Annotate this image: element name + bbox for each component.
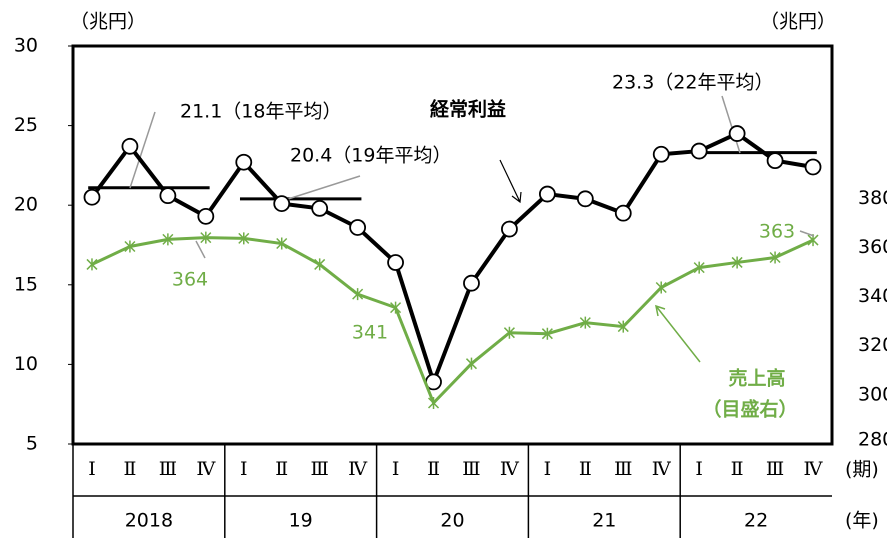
y2-tick-label: 360 — [858, 236, 887, 258]
point — [235, 153, 253, 171]
year-label: 22 — [744, 510, 768, 532]
leader-line — [721, 95, 741, 154]
point — [352, 288, 364, 301]
x-tick-label: Ⅰ — [544, 458, 552, 480]
point — [427, 396, 440, 409]
y-tick-label: 20 — [14, 194, 38, 216]
y-tick-label: 5 — [26, 433, 38, 455]
arrow — [499, 159, 522, 204]
point — [541, 327, 553, 340]
point — [349, 219, 367, 236]
series-name: 売上高 — [728, 367, 785, 390]
x-tick-label: Ⅰ — [88, 458, 96, 480]
average-label: 20.4（19年平均） — [290, 145, 451, 167]
year-label: 21 — [592, 510, 616, 532]
series-line — [91, 236, 814, 406]
x-tick-label: Ⅳ — [196, 458, 216, 480]
average-label: 23.3（22年平均） — [612, 72, 773, 94]
value-label: 363 — [759, 221, 795, 243]
y2-tick-label: 320 — [858, 334, 887, 356]
x-tick-label: Ⅱ — [579, 458, 592, 480]
leader-line — [799, 230, 815, 237]
y-tick-label: 15 — [14, 273, 38, 295]
point — [652, 145, 670, 163]
point — [387, 254, 404, 271]
point — [728, 125, 746, 142]
leader-line — [284, 175, 361, 201]
point — [200, 231, 212, 244]
point — [159, 187, 177, 205]
point — [804, 158, 822, 176]
point — [162, 233, 174, 246]
point — [463, 274, 480, 292]
left-unit: （兆円） — [70, 11, 146, 33]
x-tick-label: Ⅰ — [695, 458, 703, 480]
y2-tick-label: 340 — [858, 285, 887, 307]
x-tick-label: Ⅱ — [731, 458, 744, 480]
point — [693, 261, 705, 274]
x-tick-label: Ⅲ — [766, 458, 784, 480]
y2-tick-label: 280 — [858, 429, 887, 451]
x-tick-label: Ⅱ — [275, 458, 288, 480]
point — [769, 251, 781, 264]
x-tick-label: Ⅰ — [240, 458, 248, 480]
value-label: 341 — [352, 322, 388, 344]
series-name: 経常利益 — [430, 98, 506, 121]
point — [124, 240, 136, 253]
point — [197, 207, 215, 225]
point — [390, 301, 402, 314]
point — [503, 326, 515, 339]
x-tick-label: Ⅲ — [614, 458, 632, 480]
series-note: （目盛右） — [702, 398, 797, 421]
point — [614, 204, 632, 222]
x-tick-label: Ⅱ — [123, 458, 136, 480]
x-tick-label: Ⅳ — [348, 458, 368, 480]
x-tick-label: Ⅰ — [392, 458, 400, 480]
point — [690, 142, 708, 160]
point — [121, 137, 139, 155]
point — [276, 237, 288, 250]
x-tick-label: Ⅳ — [500, 458, 520, 480]
value-label: 364 — [172, 269, 208, 291]
year-label: 20 — [440, 510, 464, 532]
plot-frame — [71, 44, 834, 446]
point — [273, 195, 291, 213]
x-label-year: (年) — [845, 510, 879, 532]
point — [501, 220, 518, 238]
x-tick-label: Ⅲ — [462, 458, 480, 480]
point — [731, 256, 743, 269]
series-line — [90, 131, 814, 388]
point — [238, 232, 250, 245]
point — [579, 316, 591, 329]
year-label: 2018 — [125, 510, 173, 532]
y-tick-label: 30 — [14, 35, 38, 57]
point — [576, 190, 594, 208]
year-label: 19 — [289, 510, 313, 532]
x-tick-label: Ⅲ — [311, 458, 329, 480]
point — [538, 185, 556, 203]
point — [86, 258, 98, 271]
y-tick-label: 25 — [14, 114, 38, 136]
average-label: 21.1（18年平均） — [180, 101, 341, 123]
x-tick-label: Ⅳ — [804, 458, 824, 480]
x-label-quarter: (期) — [845, 459, 879, 481]
x-tick-label: Ⅲ — [159, 458, 177, 480]
arrow — [655, 304, 701, 363]
y2-tick-label: 300 — [858, 383, 887, 405]
x-tick-label: Ⅱ — [427, 458, 440, 480]
point — [465, 357, 478, 370]
point — [314, 258, 326, 271]
point — [655, 281, 667, 294]
x-tick-label: Ⅳ — [652, 458, 672, 480]
point — [311, 199, 329, 217]
right-unit: （兆円） — [760, 11, 836, 33]
point — [617, 320, 629, 333]
leader-line — [129, 111, 156, 189]
y-tick-label: 10 — [14, 353, 38, 375]
y2-tick-label: 380 — [858, 187, 887, 209]
point — [83, 188, 101, 206]
leader-line — [195, 240, 206, 259]
point — [766, 152, 784, 170]
